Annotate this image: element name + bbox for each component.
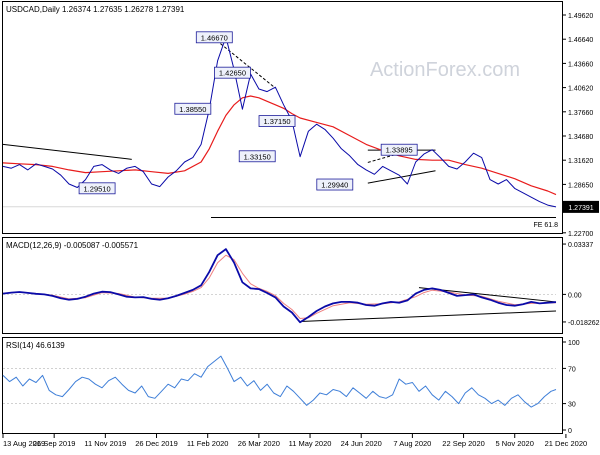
rsi-panel-title: RSI(14) 46.6139 <box>6 341 65 350</box>
x-axis-label: 5 Nov 2020 <box>496 439 534 448</box>
price-axis-label: 1.43660 <box>568 61 593 68</box>
rsi-axis-label: 70 <box>568 366 576 373</box>
price-axis-label: 1.46640 <box>568 37 593 44</box>
watermark-text: ActionForex.com <box>370 59 520 81</box>
x-axis-label: 26 Sep 2019 <box>33 439 76 448</box>
x-axis-label: 11 Nov 2019 <box>84 439 126 448</box>
price-level-label: 1.42650 <box>219 69 246 78</box>
price-level-label: 1.37150 <box>263 117 290 126</box>
price-level-label: 1.33150 <box>244 152 271 161</box>
price-axis-label: 1.22700 <box>568 231 593 238</box>
x-axis-label: 24 Jun 2020 <box>341 439 382 448</box>
x-axis-label: 22 Sep 2020 <box>442 439 485 448</box>
price-axis-label: 1.34680 <box>568 134 593 141</box>
price-axis-label: 1.31620 <box>568 158 593 165</box>
rsi-axis-label: 0 <box>568 428 572 435</box>
x-axis-label: 11 Feb 2020 <box>187 439 229 448</box>
price-level-label: 1.33895 <box>386 146 413 155</box>
price-level-label: 1.29940 <box>321 181 348 190</box>
x-axis-label: 26 Mar 2020 <box>238 439 280 448</box>
rsi-axis-label: 30 <box>568 402 576 409</box>
price-axis-label: 1.49620 <box>568 13 593 20</box>
price-panel-title: USDCAD,Daily 1.26374 1.27635 1.26278 1.2… <box>6 5 185 14</box>
price-axis-label: 1.40620 <box>568 86 593 93</box>
last-price-tag-text: 1.27391 <box>568 205 593 212</box>
fe-level-label: FE 61.8 <box>533 222 558 229</box>
macd-panel-title: MACD(12,26,9) -0.005087 -0.005571 <box>6 241 139 250</box>
macd-axis-label: 0.00 <box>568 292 582 299</box>
rsi-axis-label: 100 <box>568 340 580 347</box>
price-axis-label: 1.28650 <box>568 182 593 189</box>
x-axis-label: 26 Dec 2019 <box>135 439 178 448</box>
price-axis-label: 1.37660 <box>568 110 593 117</box>
price-level-label: 1.46670 <box>201 33 228 42</box>
x-axis-label: 11 May 2020 <box>289 439 332 448</box>
macd-axis-label: -0.018262 <box>568 320 600 327</box>
macd-axis-label: 0.03337 <box>568 242 593 249</box>
x-axis-label: 21 Dec 2020 <box>545 439 588 448</box>
price-level-label: 1.38550 <box>179 105 206 114</box>
x-axis-label: 7 Aug 2020 <box>393 439 431 448</box>
price-level-label: 1.29510 <box>84 184 111 193</box>
